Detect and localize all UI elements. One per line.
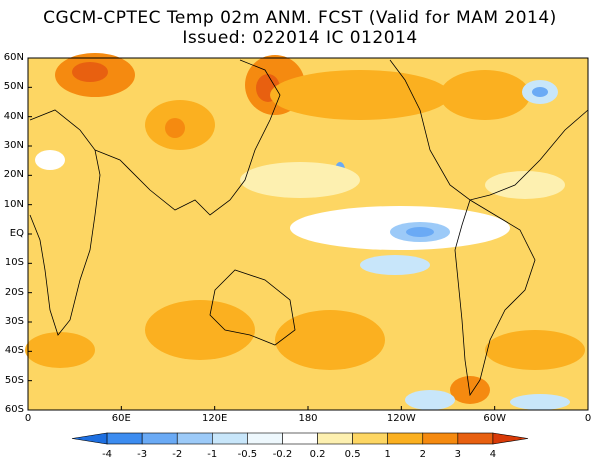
lon-label: 60E: [111, 413, 131, 424]
colorbar-label: -2: [172, 449, 183, 460]
colorbar-swatch: [176, 432, 213, 445]
cool-patch: [35, 150, 65, 170]
lon-label: 60W: [483, 413, 506, 424]
colorbar-label: 1: [384, 449, 391, 460]
cool-patch: [406, 227, 434, 237]
colorbar-swatch: [212, 432, 248, 445]
coastline-asia: [94, 59, 281, 216]
lat-label: 30S: [4, 316, 24, 327]
colorbar-max-arrow: [492, 432, 529, 445]
warm-patch: [145, 300, 255, 360]
coastlines: [29, 59, 589, 397]
lat-label: 40S: [4, 345, 24, 357]
lat-label: 10N: [3, 198, 24, 210]
warm-patch: [165, 118, 185, 138]
warm-patch: [440, 70, 530, 120]
lat-label: 60S: [4, 404, 24, 415]
warm-patch: [270, 70, 450, 120]
colorbar-label: 0.2: [309, 449, 326, 460]
colorbar-swatch: [352, 432, 388, 445]
colorbar-swatch: [106, 432, 143, 445]
map-title: CGCM-CPTEC Temp 02m ANM. FCST (Valid for…: [43, 8, 557, 28]
colorbar-label: -4: [102, 449, 113, 460]
issued-subtitle: Issued: 022014 IC 012014: [182, 28, 418, 48]
warm-patch: [275, 310, 385, 370]
coastline-australia: [209, 269, 296, 346]
coastline-south-america: [454, 199, 536, 397]
lat-label: 50N: [3, 81, 24, 93]
colorbar-swatch: [247, 432, 283, 445]
lon-label: 0: [584, 413, 592, 424]
warm-patch: [485, 330, 585, 370]
lon-label: 0: [24, 413, 32, 424]
colorbar-min-arrow: [71, 432, 108, 445]
lat-label: 40N: [3, 110, 24, 122]
colorbar-swatch: [141, 432, 178, 445]
cool-patch: [485, 171, 565, 199]
lon-label: 120W: [386, 413, 416, 424]
colorbar-swatch: [422, 432, 459, 445]
warm-patch: [72, 62, 108, 82]
tick-marks: [27, 57, 589, 411]
colorbar-label: -1: [207, 449, 218, 460]
colorbar-swatch: [387, 432, 424, 445]
lat-label: 20S: [4, 286, 24, 298]
anomaly-field: [25, 53, 585, 410]
lon-label: 180: [298, 413, 318, 424]
cool-patch: [240, 162, 360, 198]
warm-patch: [450, 376, 490, 404]
colorbar-label: -3: [137, 449, 148, 460]
cool-patch: [510, 394, 570, 410]
lat-label: 60N: [3, 52, 24, 63]
cool-patch: [532, 87, 548, 97]
coastline-africa: [29, 109, 101, 336]
colorbar: [71, 432, 529, 445]
colorbar-label: 3: [454, 449, 462, 460]
lat-label: EQ: [9, 228, 24, 239]
lat-label: 30N: [3, 140, 24, 151]
colorbar-swatch: [317, 432, 353, 445]
lat-label: 10S: [4, 257, 24, 269]
warm-patch: [25, 332, 95, 368]
cool-patch: [360, 255, 430, 275]
colorbar-label: -0.5: [237, 449, 258, 460]
lat-label: 20N: [3, 169, 24, 181]
lat-label: 50S: [4, 374, 24, 386]
colorbar-label: 0.5: [344, 449, 361, 460]
colorbar-swatch: [282, 432, 318, 445]
cool-patch: [405, 390, 455, 410]
colorbar-label: 4: [489, 449, 497, 460]
lon-label: 120E: [201, 413, 228, 424]
colorbar-label: -0.2: [272, 449, 293, 460]
colorbar-swatch: [457, 432, 494, 445]
colorbar-label: 2: [419, 449, 426, 460]
